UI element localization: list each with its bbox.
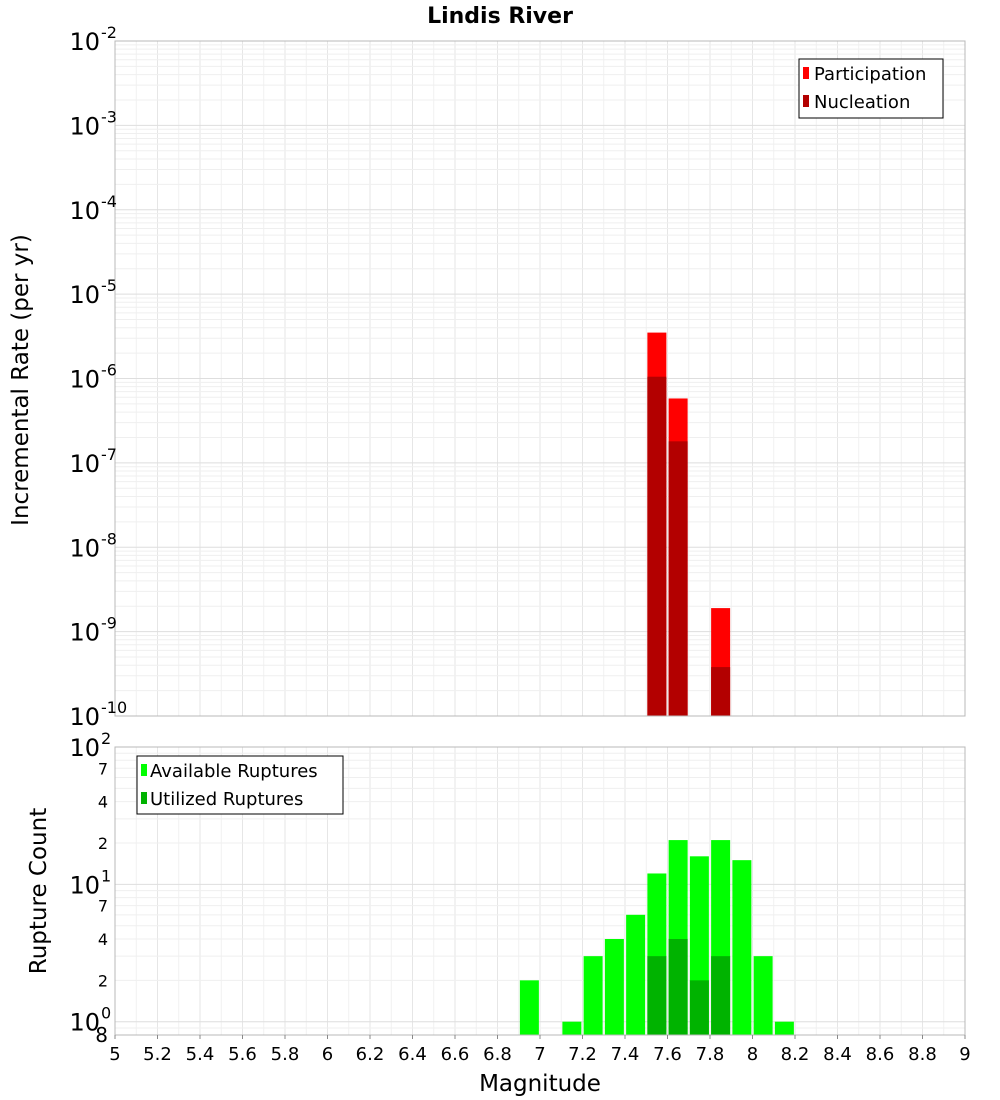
x-tick-label: 8.4 bbox=[823, 1044, 852, 1065]
bar-nucleation bbox=[668, 441, 688, 716]
y-tick-label: 10 bbox=[69, 734, 100, 762]
rate-plot-grid bbox=[114, 41, 966, 717]
y-minor-tick-label: 2 bbox=[98, 834, 108, 853]
x-tick-label: 6.4 bbox=[398, 1044, 427, 1065]
x-axis-label: Magnitude bbox=[479, 1071, 601, 1097]
x-tick-label: 5 bbox=[109, 1044, 120, 1065]
x-tick-label: 8 bbox=[747, 1044, 758, 1065]
rate-y-axis-label: Incremental Rate (per yr) bbox=[8, 234, 34, 526]
x-tick-label: 6.8 bbox=[483, 1044, 512, 1065]
legend-swatch-utilized bbox=[141, 792, 147, 804]
y-tick-exponent: -3 bbox=[101, 107, 117, 126]
y-tick-label: 10 bbox=[69, 112, 100, 140]
y-tick-exponent: -10 bbox=[101, 698, 127, 717]
y-tick-exponent: -2 bbox=[101, 23, 117, 42]
bar-available-ruptures bbox=[626, 914, 646, 1035]
y-minor-tick-label: 4 bbox=[98, 930, 108, 949]
y-tick-exponent: 1 bbox=[101, 866, 111, 885]
x-tick-label: 5.2 bbox=[143, 1044, 172, 1065]
y-minor-tick-label: 7 bbox=[98, 897, 108, 916]
x-tick-label: 7.8 bbox=[696, 1044, 725, 1065]
y-tick-label: 10 bbox=[69, 450, 100, 478]
bar-nucleation bbox=[647, 376, 667, 716]
y-tick-exponent: 0 bbox=[101, 1004, 111, 1023]
count-plot-x-ticks: 5 5.2 5.4 5.6 5.8 6 6.2 6.4 6.6 6.8 7 7.2 7.4 7.6 7.8 8… bbox=[109, 1035, 971, 1065]
rate-legend-box bbox=[798, 58, 944, 119]
x-tick-label: 7.6 bbox=[653, 1044, 682, 1065]
rate-legend: Participation Nucleation bbox=[798, 58, 944, 119]
y-tick-exponent: -4 bbox=[101, 192, 117, 211]
x-tick-label: 5.8 bbox=[271, 1044, 300, 1065]
x-tick-label: 6.6 bbox=[441, 1044, 470, 1065]
chart-title: Lindis River bbox=[427, 4, 573, 29]
y-tick-label: 10 bbox=[69, 1009, 100, 1037]
count-plot-bars bbox=[519, 840, 794, 1035]
x-tick-label: 6 bbox=[322, 1044, 333, 1065]
x-tick-label: 9 bbox=[959, 1044, 970, 1065]
legend-swatch-nucleation bbox=[803, 95, 809, 107]
y-tick-label: 10 bbox=[69, 197, 100, 225]
y-tick-exponent: -6 bbox=[101, 361, 117, 380]
count-legend-box bbox=[136, 755, 344, 815]
bar-available-ruptures bbox=[753, 956, 773, 1035]
y-minor-tick-label: 7 bbox=[98, 759, 108, 778]
x-tick-label: 5.4 bbox=[186, 1044, 215, 1065]
legend-label-participation: Participation bbox=[814, 64, 926, 85]
legend-swatch-participation bbox=[803, 67, 809, 79]
x-tick-label: 5.6 bbox=[228, 1044, 257, 1065]
legend-label-utilized: Utilized Ruptures bbox=[150, 789, 303, 810]
rate-plot-bars bbox=[647, 332, 731, 716]
x-tick-label: 8.6 bbox=[866, 1044, 895, 1065]
y-tick-label: 10 bbox=[69, 366, 100, 394]
rate-plot-frame bbox=[114, 40, 966, 717]
x-tick-label: 8.8 bbox=[908, 1044, 937, 1065]
y-tick-label: 10 bbox=[69, 281, 100, 309]
bar-utilized-ruptures bbox=[689, 980, 709, 1035]
y-tick-label: 10 bbox=[69, 28, 100, 56]
legend-label-nucleation: Nucleation bbox=[814, 92, 910, 113]
y-tick-exponent: -5 bbox=[101, 276, 117, 295]
legend-swatch-available bbox=[141, 764, 147, 776]
y-minor-tick-label: 8 bbox=[95, 1023, 108, 1047]
y-minor-tick-label: 4 bbox=[98, 793, 108, 812]
x-tick-label: 6.2 bbox=[356, 1044, 385, 1065]
x-tick-label: 7 bbox=[534, 1044, 545, 1065]
count-y-axis-label: Rupture Count bbox=[26, 808, 52, 974]
x-tick-label: 7.2 bbox=[568, 1044, 597, 1065]
bar-available-ruptures bbox=[562, 1021, 582, 1035]
bar-available-ruptures bbox=[732, 860, 752, 1035]
legend-label-available: Available Ruptures bbox=[150, 761, 318, 782]
x-tick-label: 8.2 bbox=[781, 1044, 810, 1065]
y-tick-exponent: -9 bbox=[101, 614, 117, 633]
y-tick-exponent: -8 bbox=[101, 529, 117, 548]
bar-nucleation bbox=[711, 667, 731, 716]
y-minor-tick-label: 2 bbox=[98, 971, 108, 990]
y-tick-label: 10 bbox=[69, 703, 100, 731]
bar-available-ruptures bbox=[774, 1021, 794, 1035]
y-tick-label: 10 bbox=[69, 534, 100, 562]
bar-available-ruptures bbox=[519, 980, 539, 1035]
y-tick-label: 10 bbox=[69, 619, 100, 647]
bar-available-ruptures bbox=[604, 939, 624, 1035]
y-tick-exponent: 2 bbox=[101, 729, 111, 748]
count-legend: Available Ruptures Utilized Ruptures bbox=[136, 755, 344, 815]
bar-utilized-ruptures bbox=[668, 939, 688, 1035]
bar-utilized-ruptures bbox=[647, 956, 667, 1035]
x-tick-label: 7.4 bbox=[611, 1044, 640, 1065]
y-tick-label: 10 bbox=[69, 871, 100, 899]
y-tick-exponent: -7 bbox=[101, 445, 117, 464]
bar-utilized-ruptures bbox=[711, 956, 731, 1035]
bar-available-ruptures bbox=[583, 956, 603, 1035]
